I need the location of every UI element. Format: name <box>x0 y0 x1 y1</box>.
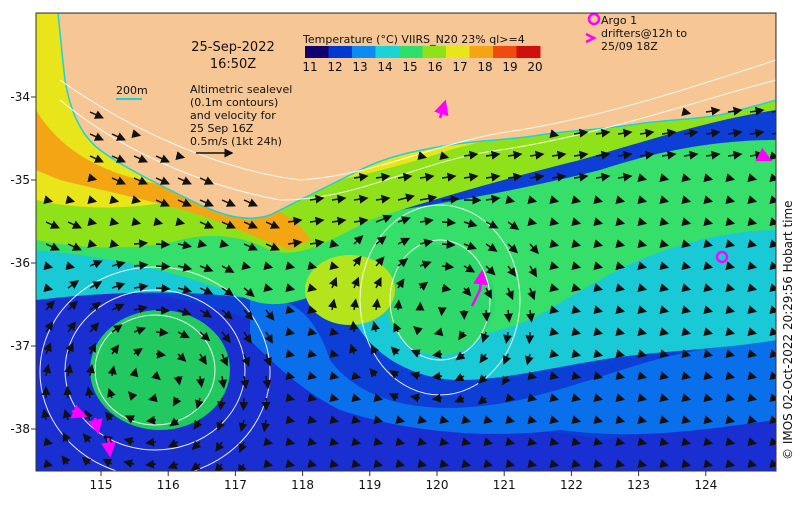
color-scale-swatch <box>352 46 376 58</box>
x-tick-label: 124 <box>694 478 717 492</box>
velocity-arrow <box>353 322 354 332</box>
color-scale-swatch <box>305 46 329 58</box>
color-scale-tick-label: 12 <box>327 60 342 74</box>
y-axis-ticks: -34 -35 -36 -37 -38 <box>10 90 36 436</box>
map-date: 25-Sep-2022 <box>191 40 275 55</box>
color-scale-tick-label: 17 <box>452 60 467 74</box>
velocity-arrow <box>243 398 244 410</box>
velocity-arrow <box>529 332 530 343</box>
x-tick-label: 123 <box>627 478 650 492</box>
color-scale-tick-label: 20 <box>527 60 542 74</box>
drifters-label-line1: drifters@12h to <box>601 27 687 40</box>
y-tick-label: -37 <box>10 339 30 353</box>
x-tick-label: 116 <box>157 478 180 492</box>
velocity-arrow <box>442 222 455 223</box>
velocity-arrow <box>156 266 169 267</box>
x-tick-label: 117 <box>224 478 247 492</box>
velocity-arrow <box>486 310 487 320</box>
x-tick-label: 120 <box>426 478 449 492</box>
velocity-arrow <box>156 288 169 289</box>
map-time: 16:50Z <box>210 57 256 72</box>
velocity-arrow <box>442 244 454 245</box>
plot-area <box>36 13 785 477</box>
color-scale-tick-label: 13 <box>352 60 367 74</box>
velocity-arrow <box>398 301 399 310</box>
color-scale-bar <box>305 46 541 58</box>
legend-title: Temperature (°C) VIIRS_N20 23% ql>=4 <box>302 33 525 46</box>
argo-label: Argo 1 <box>601 14 637 27</box>
credit-text: © IMOS 02-Oct-2022 20:29:56 Hobart time <box>781 200 795 460</box>
y-tick-label: -34 <box>10 90 30 104</box>
x-axis-ticks: 115 116 117 118 119 120 121 122 123 124 <box>90 471 718 492</box>
color-scale-tick-label: 19 <box>502 60 517 74</box>
color-scale-tick-label: 18 <box>477 60 492 74</box>
altimetry-note-line: 25 Sep 16Z <box>190 122 254 135</box>
y-tick-label: -35 <box>10 173 30 187</box>
velocity-arrow <box>156 310 169 311</box>
x-tick-label: 122 <box>560 478 583 492</box>
y-tick-label: -36 <box>10 256 30 270</box>
color-scale-swatch <box>517 46 541 58</box>
color-scale-swatch <box>329 46 353 58</box>
velocity-arrow <box>147 464 157 465</box>
color-scale-swatch <box>470 46 494 58</box>
x-tick-label: 115 <box>90 478 113 492</box>
altimetry-note-line: Altimetric sealevel <box>190 83 292 96</box>
x-tick-label: 119 <box>358 478 381 492</box>
velocity-arrow <box>67 387 68 398</box>
color-scale-swatch <box>493 46 517 58</box>
y-tick-label: -38 <box>10 422 30 436</box>
color-scale-tick-label: 14 <box>377 60 392 74</box>
color-scale-swatch <box>446 46 470 58</box>
velocity-arrow <box>147 442 156 443</box>
color-scale-swatch <box>423 46 447 58</box>
velocity-arrow <box>134 243 147 244</box>
eddy-west <box>90 310 230 430</box>
velocity-arrow <box>156 244 169 245</box>
eddy-left <box>305 255 395 325</box>
x-tick-label: 118 <box>291 478 314 492</box>
color-scale-tick-label: 11 <box>302 60 317 74</box>
velocity-arrow <box>156 332 167 333</box>
color-scale-swatch <box>399 46 423 58</box>
contour-200m-label: 200m <box>116 84 148 97</box>
x-tick-label: 121 <box>493 478 516 492</box>
color-scale-tick-label: 16 <box>427 60 442 74</box>
drifters-label-line2: 25/09 18Z <box>601 40 658 53</box>
altimetry-note-line: and velocity for <box>190 109 276 122</box>
altimetry-note-line: (0.1m contours) <box>190 96 278 109</box>
color-scale-swatch <box>376 46 400 58</box>
altimetry-note-line: 0.5m/s (1kt 24h) <box>190 135 282 148</box>
color-scale-tick-label: 15 <box>402 60 417 74</box>
